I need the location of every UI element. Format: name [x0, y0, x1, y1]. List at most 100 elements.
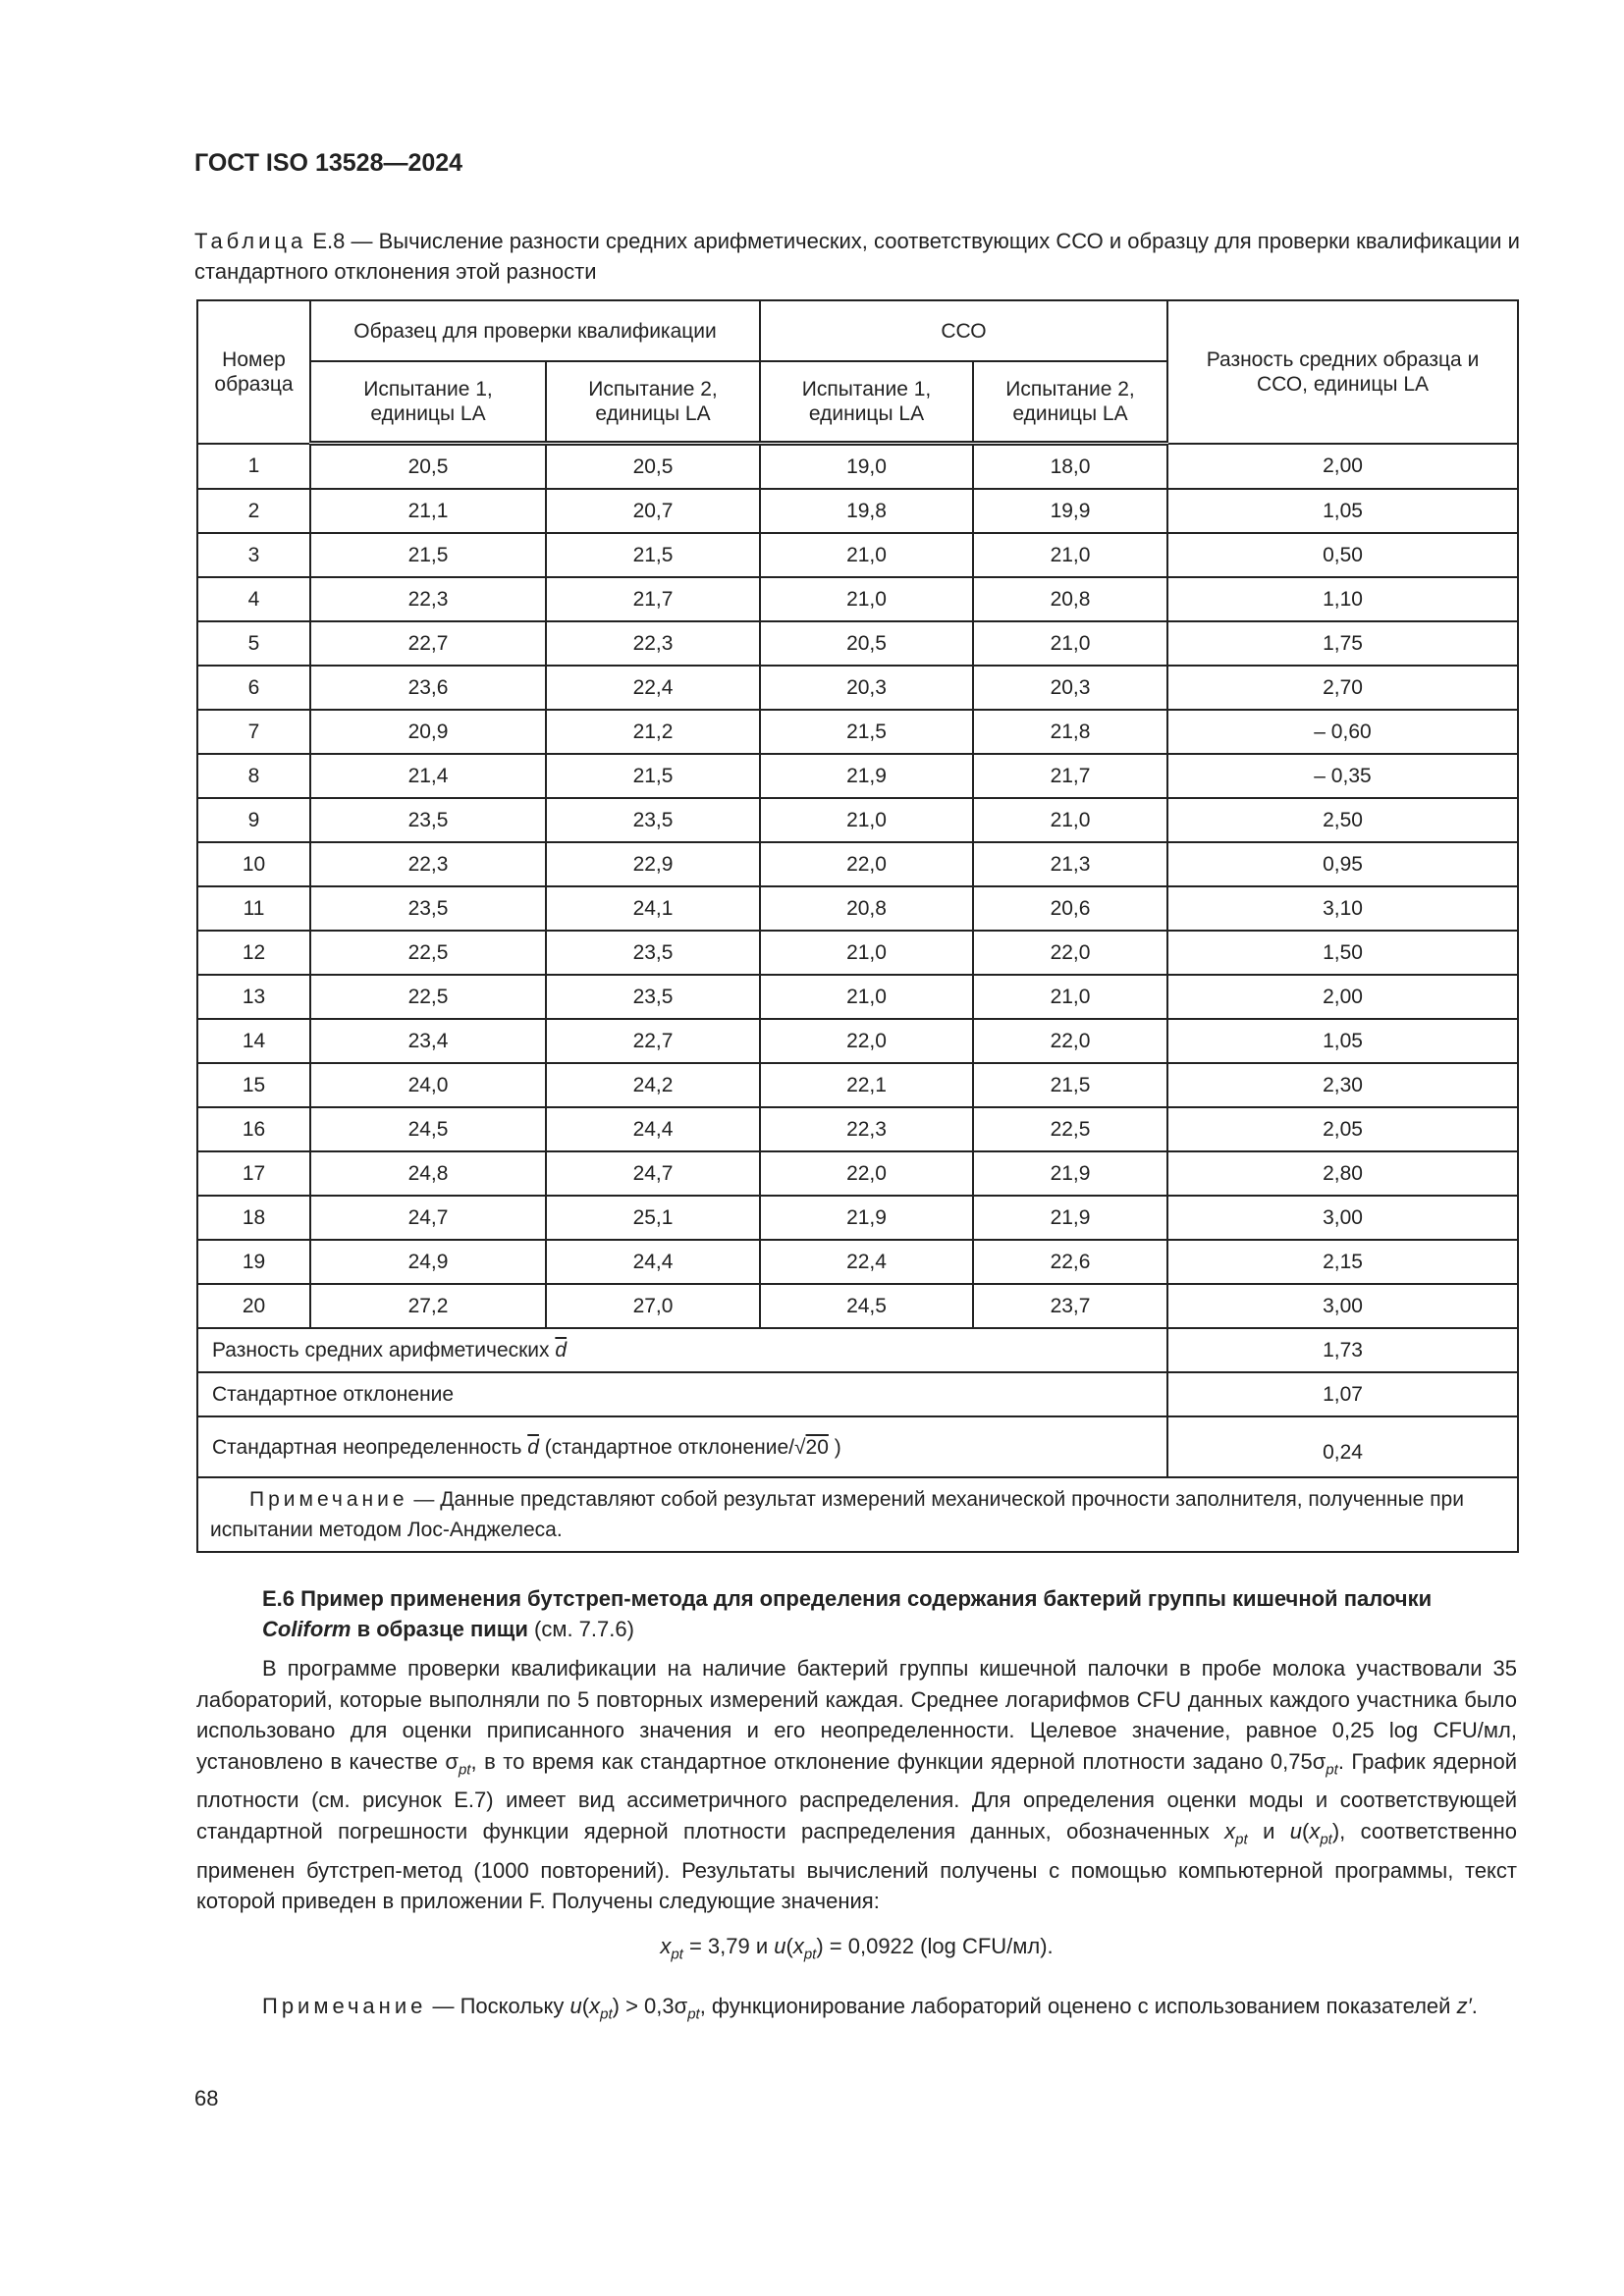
cco-test2: 20,3	[972, 665, 1168, 711]
formula-segment: x	[660, 1934, 672, 1958]
pt-test1: 24,0	[309, 1062, 547, 1108]
cco-test2: 21,3	[972, 841, 1168, 887]
pt-test1: 21,4	[309, 753, 547, 799]
formula-segment: pt	[803, 1946, 817, 1963]
cco-test2: 18,0	[972, 442, 1168, 490]
data-table: Номер образца Образец для проверки квали…	[196, 299, 1519, 1553]
table-row: 3 21,5 21,5 21,0 21,0 0,50	[196, 532, 1519, 578]
paragraph-segment: pt	[1320, 1831, 1332, 1848]
table-row: 16 24,5 24,4 22,3 22,5 2,05	[196, 1106, 1519, 1152]
cco-test2: 19,9	[972, 488, 1168, 534]
cco-test1: 22,3	[759, 1106, 974, 1152]
cco-test2: 22,0	[972, 1018, 1168, 1064]
pt-test1: 20,9	[309, 709, 547, 755]
cco-test1: 21,9	[759, 1195, 974, 1241]
pt-test2: 21,5	[545, 753, 761, 799]
diff-value: 0,95	[1166, 841, 1519, 887]
paragraph-segment: ), соответственно применен бутстреп-мето…	[196, 1818, 1518, 1914]
sample-no: 12	[196, 930, 311, 976]
pt-test2: 25,1	[545, 1195, 761, 1241]
cco-test1: 21,0	[759, 532, 974, 578]
cco-test1: 19,0	[759, 442, 974, 490]
formula-segment: (	[785, 1934, 793, 1958]
cco-test1: 21,0	[759, 974, 974, 1020]
pt-test1: 23,4	[309, 1018, 547, 1064]
pt-test1: 23,5	[309, 885, 547, 932]
sample-no: 17	[196, 1150, 311, 1197]
header-pt-test2: Испытание 2, единицы LA	[545, 360, 761, 446]
pt-test2: 24,4	[545, 1106, 761, 1152]
cco-test1: 21,0	[759, 576, 974, 622]
paragraph-segment: В программе проверки квалификации на нал…	[196, 1656, 1517, 1774]
note2-segment: pt	[687, 2005, 700, 2023]
pt-test2: 22,4	[545, 665, 761, 711]
pt-test1: 24,9	[309, 1239, 547, 1285]
pt-test1: 24,7	[309, 1195, 547, 1241]
summary-row-uncertainty: Стандартная неопределенность d (стандарт…	[196, 1415, 1519, 1478]
note-label: Примечание	[249, 1488, 408, 1511]
sample-no: 8	[196, 753, 311, 799]
cco-test2: 22,6	[972, 1239, 1168, 1285]
cco-test1: 19,8	[759, 488, 974, 534]
std-value: 1,07	[1166, 1371, 1519, 1417]
paragraph-segment: pt	[1235, 1831, 1248, 1848]
table-note-row: Примечание — Данные представляют собой р…	[196, 1476, 1519, 1553]
sample-no: 9	[196, 797, 311, 843]
formula-segment: ) = 0,0922 (log CFU/мл).	[816, 1934, 1054, 1958]
cco-test2: 21,9	[972, 1195, 1168, 1241]
table-row: 5 22,7 22,3 20,5 21,0 1,75	[196, 620, 1519, 667]
pt-test1: 21,5	[309, 532, 547, 578]
page-number: 68	[194, 2086, 219, 2110]
sample-no: 2	[196, 488, 311, 534]
diff-value: 2,00	[1166, 974, 1519, 1020]
formula-segment: u	[774, 1934, 786, 1958]
cco-test1: 22,0	[759, 1150, 974, 1197]
document-header: ГОСТ ISO 13528—2024	[194, 149, 463, 177]
section-title-1: Е.6 Пример применения бутстреп-метода дл…	[262, 1586, 1433, 1611]
table-row: 20 27,2 27,0 24,5 23,7 3,00	[196, 1283, 1519, 1329]
note2-segment: pt	[600, 2005, 613, 2023]
diff-value: – 0,35	[1166, 753, 1519, 799]
sqrt-symbol: √	[794, 1435, 806, 1459]
cco-test1: 21,0	[759, 797, 974, 843]
diff-value: 2,15	[1166, 1239, 1519, 1285]
sample-no: 20	[196, 1283, 311, 1329]
section-note: Примечание — Поскольку u(xpt) > 0,3σpt, …	[196, 1991, 1517, 2029]
header-cco-test1: Испытание 1, единицы LA	[759, 360, 974, 446]
header-sample-no: Номер образца	[196, 299, 311, 445]
cco-test1: 20,5	[759, 620, 974, 667]
table-row: 12 22,5 23,5 21,0 22,0 1,50	[196, 930, 1519, 976]
paragraph-segment: (	[1301, 1818, 1310, 1843]
pt-test2: 23,5	[545, 974, 761, 1020]
table-note: Примечание — Данные представляют собой р…	[196, 1476, 1519, 1553]
diff-value: 1,10	[1166, 576, 1519, 622]
table-row: 14 23,4 22,7 22,0 22,0 1,05	[196, 1018, 1519, 1064]
cco-test2: 20,8	[972, 576, 1168, 622]
pt-test1: 22,5	[309, 974, 547, 1020]
table-row: 7 20,9 21,2 21,5 21,8– 0,60	[196, 709, 1519, 755]
diff-value: 2,80	[1166, 1150, 1519, 1197]
diff-value: – 0,60	[1166, 709, 1519, 755]
table-row: 2 21,1 20,7 19,8 19,9 1,05	[196, 488, 1519, 534]
cco-test2: 21,0	[972, 532, 1168, 578]
header-pt-test1: Испытание 1, единицы LA	[309, 360, 547, 446]
note2-segment: x	[589, 1994, 601, 2018]
table-row: 17 24,8 24,7 22,0 21,9 2,80	[196, 1150, 1519, 1197]
paragraph-segment: pt	[458, 1760, 471, 1778]
pt-test1: 23,6	[309, 665, 547, 711]
note2-segment: z′	[1456, 1994, 1472, 2018]
pt-test2: 21,2	[545, 709, 761, 755]
pt-test2: 21,5	[545, 532, 761, 578]
table-row: 4 22,3 21,7 21,0 20,8 1,10	[196, 576, 1519, 622]
cco-test2: 21,0	[972, 974, 1168, 1020]
formula-segment: = 3,79 и	[682, 1934, 775, 1958]
diff-value: 1,50	[1166, 930, 1519, 976]
paragraph-segment: . График ядерной плотности (см. рисунок …	[196, 1748, 1517, 1843]
diff-value: 3,00	[1166, 1283, 1519, 1329]
formula-segment: pt	[671, 1946, 683, 1963]
std-label: Стандартное отклонение	[196, 1371, 1168, 1417]
caption-text: Е.8 — Вычисление разности средних арифме…	[194, 229, 1520, 284]
table-row: 19 24,9 24,4 22,4 22,6 2,15	[196, 1239, 1519, 1285]
sample-no: 6	[196, 665, 311, 711]
pt-test2: 22,3	[545, 620, 761, 667]
